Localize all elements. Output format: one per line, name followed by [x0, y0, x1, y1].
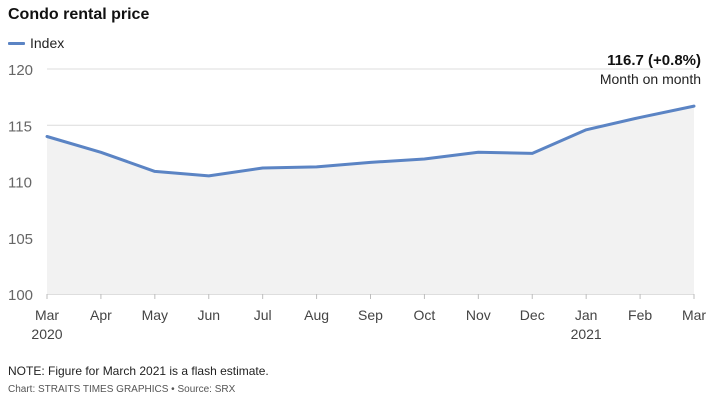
y-tick-label-115: 115 — [8, 118, 32, 135]
credit-line: Chart: STRAITS TIMES GRAPHICS • Source: … — [8, 384, 236, 395]
annotation-subtitle: Month on month — [600, 71, 701, 87]
chart-title: Condo rental price — [8, 6, 150, 23]
annotation-value: 116.7 (+0.8%) — [607, 52, 701, 69]
x-tick-label: Aug — [304, 307, 329, 323]
series-area — [47, 106, 694, 294]
x-tick-label: Nov — [466, 307, 491, 323]
legend-swatch — [8, 41, 25, 45]
x-tick-label: Jan — [575, 307, 598, 323]
x-year-label: 2021 — [571, 326, 602, 342]
series-line — [45, 104, 696, 178]
x-tick-label: Sep — [358, 307, 383, 323]
y-tick-label-100: 100 — [8, 287, 33, 304]
x-tick-label: Feb — [628, 307, 652, 323]
footnote: NOTE: Figure for March 2021 is a flash e… — [8, 364, 269, 378]
legend: Index — [8, 35, 64, 51]
line-area-chart: 100 105 110 115 120 Mar 2020 Apr May Jun Jul Aug Se… — [8, 52, 706, 342]
x-tick-label: Mar — [682, 307, 706, 323]
x-tick-label: May — [142, 307, 168, 323]
y-tick-label-120: 120 — [8, 62, 33, 79]
y-tick-labels: 100 105 110 115 120 — [8, 62, 33, 304]
y-tick-label-110: 110 — [8, 175, 32, 192]
legend-label: Index — [30, 35, 65, 51]
x-year-label: 2020 — [31, 326, 62, 342]
x-tick-label: Oct — [414, 307, 436, 323]
annotation-layer: 116.7 (+0.8%) Month on month — [600, 52, 701, 87]
area-layer — [47, 106, 694, 294]
x-tick-label: Jul — [254, 307, 272, 323]
x-tick-labels: Mar 2020 Apr May Jun Jul Aug Sep Oct Nov Dec Jan 202… — [31, 307, 706, 342]
line-layer — [45, 104, 696, 178]
x-tick-label: Mar — [35, 307, 59, 323]
x-tick-label: Jun — [197, 307, 220, 323]
x-tick-label: Apr — [90, 307, 112, 323]
y-tick-label-105: 105 — [8, 231, 33, 248]
x-tick-label: Dec — [520, 307, 545, 323]
